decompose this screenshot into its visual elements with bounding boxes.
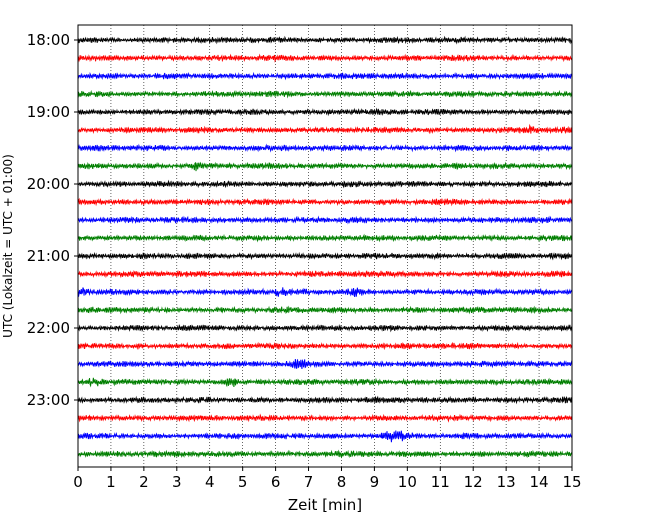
trace-2130 <box>77 287 573 298</box>
traces <box>77 35 573 459</box>
y-axis-label: UTC (Lokalzeit = UTC + 01:00) <box>1 154 15 338</box>
trace-1945 <box>77 161 573 172</box>
plot-frame <box>77 24 573 468</box>
x-tick-label: 9 <box>370 473 380 491</box>
x-tick-label: 2 <box>139 473 149 491</box>
trace-1800 <box>77 35 573 45</box>
trace-2345 <box>77 449 573 459</box>
y-tick-label: 23:00 <box>27 391 70 409</box>
trace-1900 <box>77 107 573 117</box>
trace-2015 <box>77 197 573 207</box>
y-tick-label: 18:00 <box>27 31 70 49</box>
x-tick-label: 1 <box>106 473 116 491</box>
x-tick-label: 3 <box>172 473 182 491</box>
trace-2315 <box>77 413 573 423</box>
trace-1830 <box>77 71 573 81</box>
trace-2100 <box>77 251 573 261</box>
x-axis-label: Zeit [min] <box>288 496 362 514</box>
x-tick-label: 15 <box>562 473 581 491</box>
x-tick-label: 14 <box>530 473 549 491</box>
x-tick-label: 10 <box>398 473 417 491</box>
trace-2230 <box>77 358 573 369</box>
x-tick-label: 4 <box>205 473 215 491</box>
x-tick-label: 11 <box>431 473 450 491</box>
y-axis-ticks: 18:00 19:00 20:00 21:00 22:00 23:00 <box>27 31 78 409</box>
y-tick-label: 20:00 <box>27 175 70 193</box>
x-tick-label: 13 <box>497 473 516 491</box>
x-tick-label: 5 <box>238 473 248 491</box>
y-tick-label: 19:00 <box>27 103 70 121</box>
trace-2045 <box>77 233 573 243</box>
trace-2115 <box>77 269 573 279</box>
trace-1915 <box>77 123 573 135</box>
trace-2145 <box>77 305 573 315</box>
trace-2330 <box>77 430 573 443</box>
trace-1930 <box>77 143 573 153</box>
trace-2215 <box>77 341 573 351</box>
x-tick-label: 7 <box>304 473 314 491</box>
x-tick-label: 0 <box>73 473 83 491</box>
x-tick-label: 6 <box>271 473 281 491</box>
y-tick-label: 22:00 <box>27 319 70 337</box>
trace-1845 <box>77 89 573 99</box>
trace-2200 <box>77 323 573 333</box>
trace-1815 <box>77 53 573 63</box>
trace-2245 <box>77 377 573 388</box>
trace-2300 <box>77 395 573 405</box>
trace-2030 <box>77 215 573 225</box>
x-axis-ticks: 0 1 2 3 4 5 6 7 8 9 10 11 12 13 14 15 <box>73 467 582 491</box>
trace-2000 <box>77 179 573 189</box>
x-tick-label: 12 <box>464 473 483 491</box>
y-tick-label: 21:00 <box>27 247 70 265</box>
x-tick-label: 8 <box>337 473 347 491</box>
